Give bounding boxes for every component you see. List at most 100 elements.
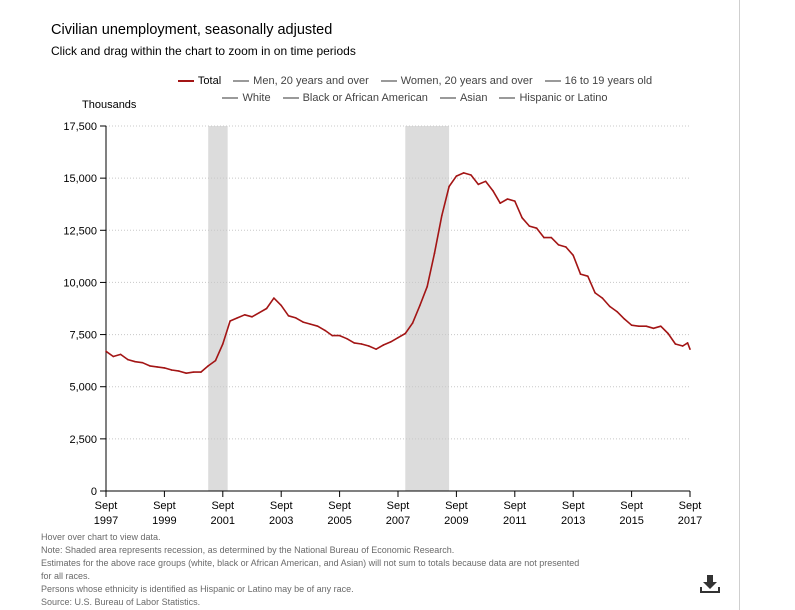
legend-item-hispanic[interactable]: Hispanic or Latino [499,92,608,104]
x-tick-label-year: 2013 [561,515,585,527]
data-point [368,345,370,347]
data-point [601,297,604,299]
data-point [185,372,188,374]
x-tick-label-year: 1999 [152,515,176,527]
data-point [470,174,472,176]
data-point [681,345,684,347]
data-point [338,334,341,337]
data-point [112,355,115,358]
data-point [243,313,246,316]
data-point [565,246,567,248]
chart-title: Civilian unemployment, seasonally adjust… [51,22,333,38]
data-point [389,341,392,343]
data-point [638,325,640,328]
legend-item-16-to-19[interactable]: 16 to 19 years old [544,75,652,87]
x-tick-label-year: 2017 [678,515,702,527]
data-point [309,323,312,325]
data-point [623,318,626,320]
data-point [331,334,334,337]
data-point [686,342,689,344]
legend-swatch [380,79,397,82]
data-point [192,371,195,373]
x-tick-label-year: 1997 [94,515,118,527]
data-point [346,337,348,340]
data-point [499,202,502,204]
x-tick-label-month: Sept [270,500,293,512]
series-line-total [105,172,691,374]
data-point [557,244,560,246]
y-tick-label: 12,500 [63,225,97,237]
download-icon [700,575,720,593]
data-point [324,329,326,332]
data-point [163,367,166,369]
legend-swatch [499,96,516,99]
legend-item-total[interactable]: Total [177,74,222,87]
x-tick-label-month: Sept [620,500,643,512]
data-point [316,325,319,328]
data-point [258,311,261,314]
y-tick-label: 0 [91,486,97,498]
data-point [404,332,407,335]
x-tick-label-month: Sept [503,500,526,512]
x-tick-label-month: Sept [562,500,585,512]
data-point [674,343,677,345]
data-point [608,305,611,308]
data-point [200,371,202,373]
y-tick-label: 7,500 [69,330,97,342]
data-point [594,292,596,294]
x-tick-label-year: 2001 [211,515,235,527]
data-point [630,324,633,326]
data-point [660,325,662,328]
legend-item-black[interactable]: Black or African American [282,92,428,104]
data-point [506,198,509,200]
y-tick-label: 15,000 [63,173,97,185]
data-point [689,348,691,350]
chart-subtitle: Click and drag within the chart to zoom … [51,44,356,58]
data-point [484,180,487,183]
legend-item-women-20-over[interactable]: Women, 20 years and over [380,74,533,87]
x-tick-label-year: 2007 [386,515,410,527]
legend-item-asian[interactable]: Asian [439,91,488,104]
data-point [433,252,436,255]
data-point [462,172,465,174]
data-point [265,307,268,310]
x-tick-label-year: 2011 [503,515,527,527]
x-tick-label-month: Sept [387,500,410,512]
legend-label: White [242,91,271,104]
legend-item-men-20-over[interactable]: Men, 20 years and over [233,75,369,87]
note-hover: Hover over chart to view data. [41,532,161,542]
data-point [419,304,421,307]
data-point [353,342,356,344]
note-race-groups: Estimates for the above race groups (whi… [41,558,580,568]
legend-label: Total [197,74,222,87]
data-point [543,236,545,239]
x-tick-label-month: Sept [328,500,351,512]
data-point [360,343,363,345]
x-tick-label-month: Sept [153,500,176,512]
data-point [667,332,669,335]
data-point [521,216,523,219]
y-tick-label: 2,500 [69,434,97,446]
data-point [251,316,253,318]
download-button[interactable] [699,574,721,594]
x-tick-label-month: Sept [95,500,118,512]
x-tick-label-year: 2009 [444,515,468,527]
data-point [535,227,538,229]
chart-legend: Total Men, 20 years and over Women, 20 y… [155,72,675,106]
chart-plot[interactable]: 0 2,500 5,000 7,500 10,000 12,500 15,000 17,500… [0,0,795,530]
data-point [645,325,647,328]
y-tick-label: 10,000 [63,277,97,289]
legend-swatch [282,96,299,99]
legend-item-white[interactable]: White [222,91,271,104]
data-point [222,343,224,345]
frame-divider [739,0,740,610]
legend-label: Asian [459,91,488,104]
y-axis-label: Thousands [82,99,137,111]
data-point [375,348,377,350]
data-point [207,365,209,367]
legend-swatch [177,79,194,82]
x-tick-label-month: Sept [211,500,234,512]
data-point [587,275,589,277]
legend-label: Women, 20 years and over [400,74,533,87]
data-point [119,353,122,356]
